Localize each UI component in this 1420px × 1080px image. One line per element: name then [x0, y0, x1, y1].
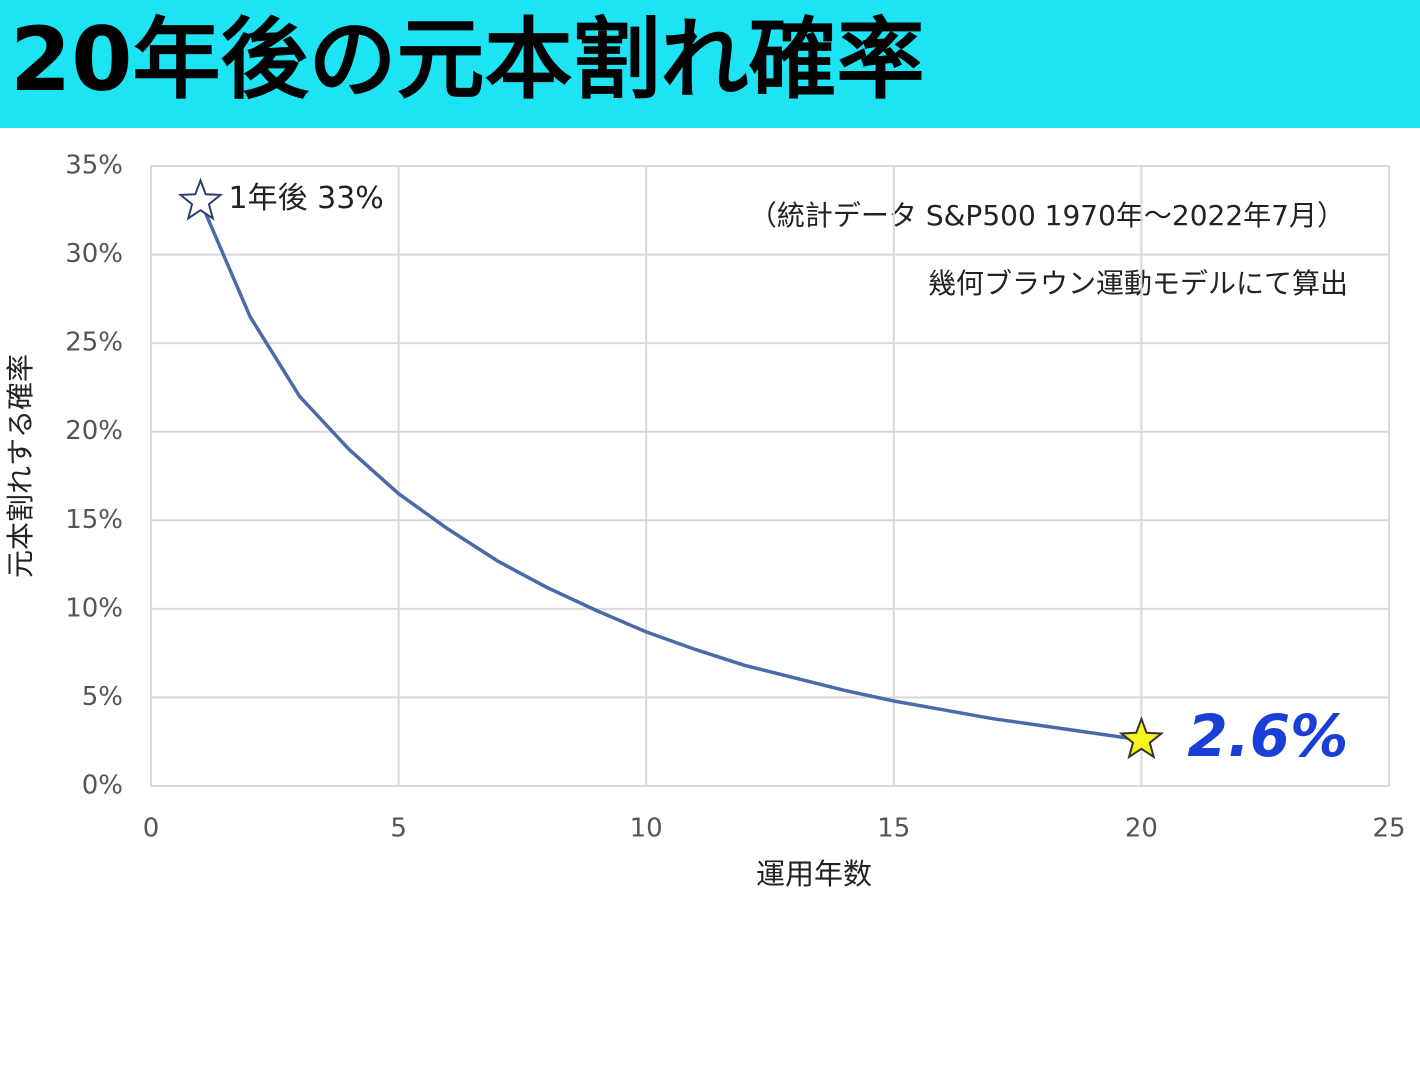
- y-tick-label: 0%: [82, 771, 123, 801]
- x-tick-label: 25: [1372, 814, 1405, 844]
- x-tick-label: 15: [877, 814, 910, 844]
- y-tick-label: 20%: [65, 416, 123, 446]
- y-tick-label: 30%: [65, 239, 123, 269]
- header-band: [0, 0, 1420, 128]
- y-tick-label: 5%: [82, 682, 123, 712]
- start-label: 1年後 33%: [229, 181, 384, 216]
- x-axis-label: 運用年数: [756, 857, 872, 891]
- x-tick-label: 20: [1125, 814, 1158, 844]
- y-tick-label: 35%: [65, 151, 123, 181]
- x-tick-label: 0: [143, 814, 160, 844]
- star-marker: [1118, 716, 1165, 760]
- y-tick-label: 25%: [65, 328, 123, 358]
- note: 幾何ブラウン運動モデルにて算出: [928, 267, 1348, 300]
- x-tick-label: 5: [390, 814, 407, 844]
- y-axis-label: 元本割れする確率: [4, 354, 37, 578]
- y-tick-label: 15%: [65, 505, 123, 535]
- end-label: 2.6%: [1187, 702, 1348, 770]
- y-tick-label: 10%: [65, 593, 123, 623]
- line: [198, 200, 1142, 742]
- star-marker: [177, 177, 224, 221]
- chart-title: 20年後の元本割れ確率: [10, 8, 924, 111]
- note: （統計データ S&P500 1970年～2022年7月）: [749, 199, 1345, 232]
- x-tick-label: 10: [630, 814, 663, 844]
